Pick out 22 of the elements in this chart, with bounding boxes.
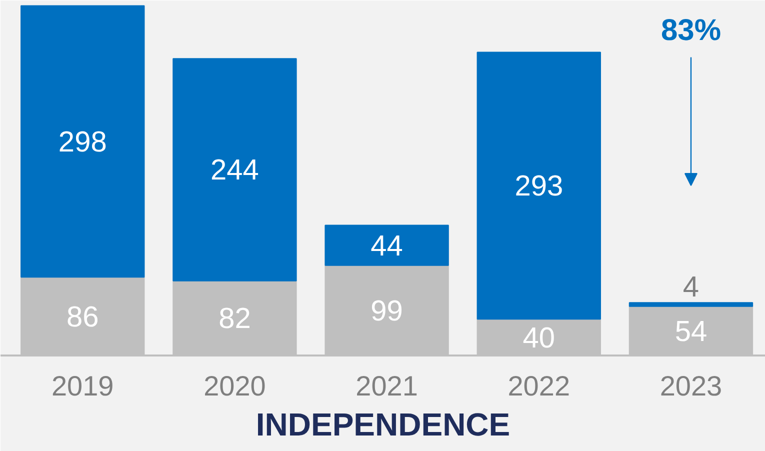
- data-label: 99: [370, 295, 403, 328]
- x-tick-label: 2020: [204, 370, 266, 402]
- data-label: 244: [210, 154, 259, 187]
- x-axis-title: INDEPENDENCE: [256, 406, 510, 442]
- data-label: 4: [682, 272, 700, 304]
- data-label: 40: [522, 322, 556, 354]
- x-tick-label: 2022: [508, 370, 570, 402]
- data-label: 293: [514, 170, 564, 203]
- bar: [324, 224, 449, 266]
- bar: [476, 52, 601, 320]
- bar: [172, 58, 297, 282]
- x-tick-label: 2019: [51, 370, 114, 402]
- data-label: 298: [58, 126, 107, 158]
- data-label: 54: [674, 316, 708, 348]
- x-tick-label: 2023: [660, 370, 722, 402]
- annotation: 83%: [660, 14, 721, 48]
- bar: [20, 5, 145, 278]
- data-label: 82: [218, 303, 251, 336]
- bar: [628, 302, 754, 307]
- x-tick-label: 2021: [356, 370, 418, 402]
- data-label: 44: [370, 230, 403, 262]
- data-label: 86: [66, 301, 99, 334]
